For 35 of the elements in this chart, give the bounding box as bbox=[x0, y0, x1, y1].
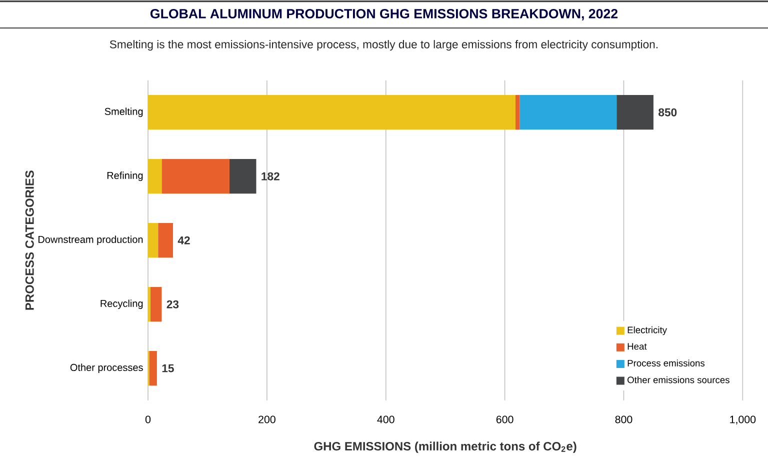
legend-label: Heat bbox=[628, 343, 647, 350]
bar bbox=[516, 94, 520, 130]
y-tick-label: Smelting bbox=[104, 108, 143, 117]
x-tick-label: 0 bbox=[145, 416, 151, 424]
x-tick-label: 600 bbox=[496, 416, 514, 424]
bar bbox=[150, 286, 162, 322]
bar bbox=[158, 222, 173, 258]
bar bbox=[616, 94, 654, 130]
bar bbox=[148, 94, 516, 130]
y-tick-label: Other processes bbox=[70, 364, 143, 373]
total-label: 15 bbox=[162, 364, 174, 372]
bar bbox=[520, 94, 617, 130]
total-label: 850 bbox=[658, 108, 677, 116]
bar bbox=[149, 350, 157, 386]
y-tick-label: Recycling bbox=[100, 300, 143, 309]
bar bbox=[162, 158, 230, 194]
x-tick-label: 200 bbox=[258, 416, 276, 424]
x-tick-label: 400 bbox=[377, 416, 394, 424]
legend-label: Electricity bbox=[628, 326, 667, 336]
chart-subtitle: Smelting is the most emissions-intensive process, mostly due to large emissions from electricity consumption. bbox=[110, 40, 658, 51]
x-axis-title: GHG EMISSIONS (million metric tons of CO$_{2}$e) bbox=[314, 442, 576, 453]
legend-label: Other emissions sources bbox=[628, 376, 730, 384]
bar bbox=[229, 158, 256, 194]
total-label: 23 bbox=[166, 300, 179, 308]
x-tick-label: 800 bbox=[615, 416, 632, 424]
chart-title: GLOBAL ALUMINUM PRODUCTION GHG EMISSIONS BREAKDOWN, 2022 bbox=[150, 8, 618, 20]
bar bbox=[148, 158, 162, 194]
x-tick-label: 1,000 bbox=[730, 416, 756, 425]
legend-label: Process emissions bbox=[628, 360, 705, 366]
bar bbox=[148, 222, 158, 258]
y-tick-label: Downstream production bbox=[38, 236, 143, 245]
y-axis-title: PROCESS CATEGORIES bbox=[25, 170, 34, 310]
total-label: 42 bbox=[178, 236, 190, 244]
y-tick-label: Refining bbox=[107, 172, 143, 181]
total-label: 182 bbox=[262, 172, 280, 180]
